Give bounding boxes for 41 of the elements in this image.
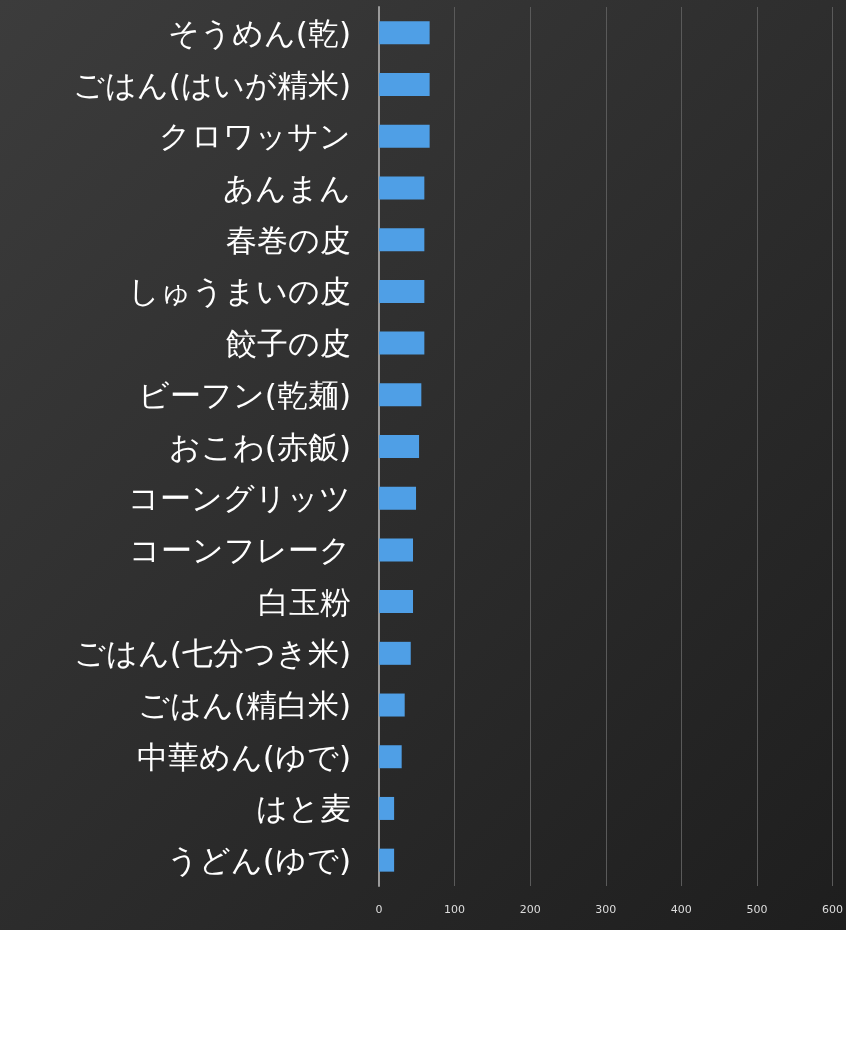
y-tick-label: ごはん(はいが精米) (72, 66, 351, 103)
x-tick-label: 0 (375, 903, 383, 916)
bar (379, 73, 430, 97)
y-tick-label: コーンフレーク (129, 531, 351, 568)
bar (379, 21, 430, 45)
y-tick-label: 餃子の皮 (226, 325, 351, 362)
x-tick-label: 600 (822, 903, 843, 916)
bar (379, 279, 425, 303)
y-tick-label: はと麦 (256, 790, 351, 827)
y-tick-label: クロワッサン (159, 118, 351, 155)
y-tick-label: しゅうまいの皮 (128, 273, 351, 310)
y-tick-label: ごはん(精白米) (137, 687, 351, 724)
bar (379, 693, 405, 717)
y-tick-label: 春巻の皮 (226, 221, 351, 258)
x-tick-label: 500 (746, 903, 768, 916)
bar (379, 486, 417, 510)
y-tick-label: あんまん (223, 169, 351, 206)
bar (379, 435, 420, 458)
y-tick-label: おこわ(赤飯) (168, 428, 351, 465)
x-tick-label: 100 (444, 903, 466, 916)
y-tick-label: うどん(ゆで) (166, 842, 351, 879)
y-tick-label: ビーフン(乾麺) (137, 376, 351, 413)
bar (379, 796, 395, 820)
bar (379, 848, 395, 872)
bar (379, 124, 430, 148)
bar (379, 331, 425, 355)
bar (379, 383, 422, 407)
y-tick-label: 中華めん(ゆで) (136, 738, 351, 775)
y-tick-label: コーングリッツ (128, 480, 351, 517)
y-tick-label: そうめん(乾) (167, 14, 351, 51)
bar (379, 176, 425, 200)
bar (379, 745, 402, 769)
y-tick-label: 白玉粉 (258, 583, 351, 620)
x-tick-label: 200 (519, 903, 541, 916)
bar (379, 228, 425, 252)
x-tick-label: 400 (670, 903, 692, 916)
y-tick-label: ごはん(七分つき米) (73, 635, 351, 672)
x-tick-label: 300 (595, 903, 617, 916)
bar (379, 538, 414, 562)
bar (379, 641, 411, 665)
bar (379, 590, 414, 614)
